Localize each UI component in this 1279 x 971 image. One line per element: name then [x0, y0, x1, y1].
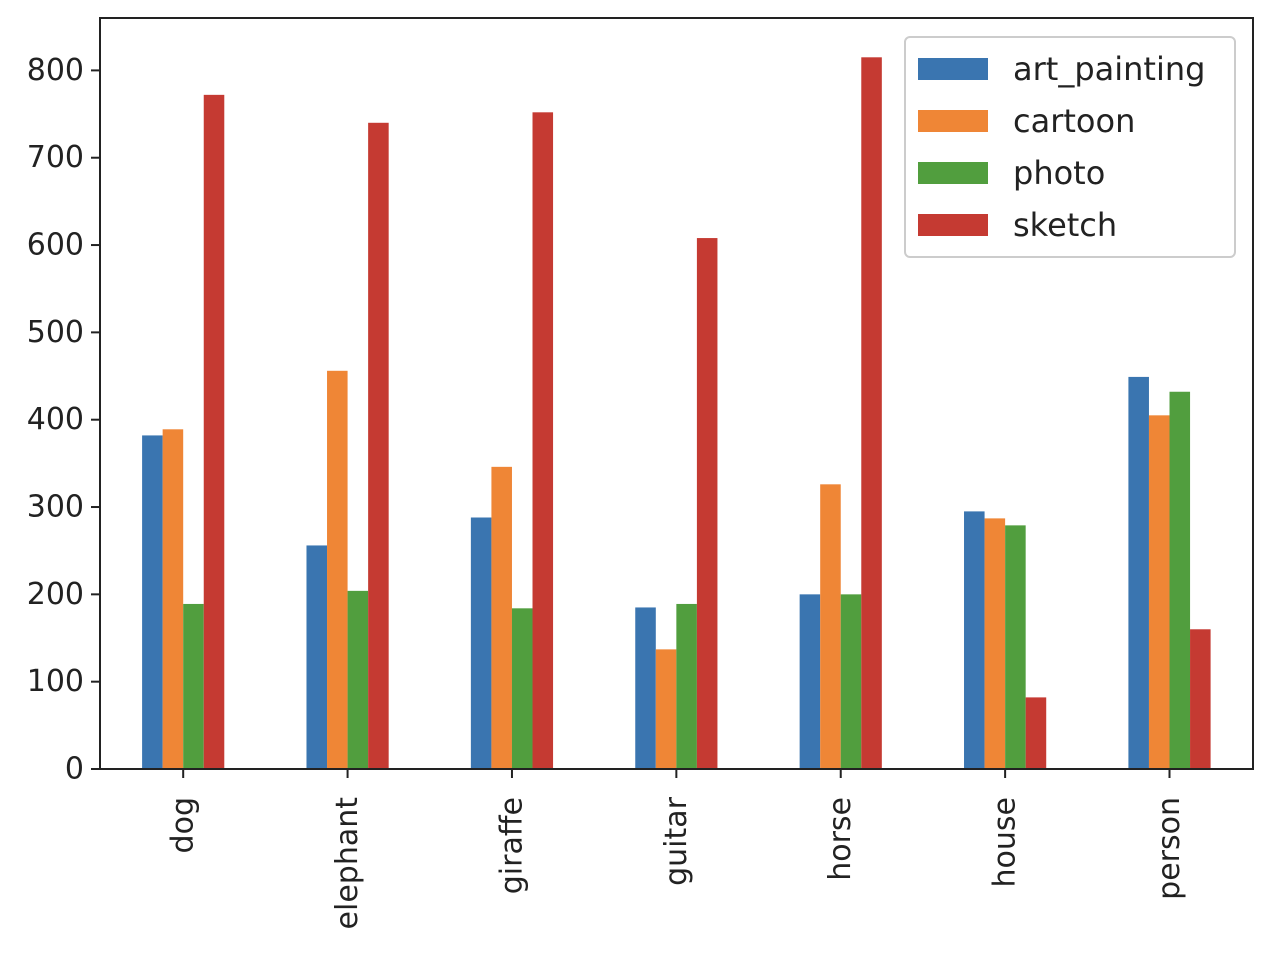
bar-art-painting-horse — [799, 594, 821, 769]
bar-art-painting-elephant — [306, 545, 328, 769]
bar-cartoon-dog — [162, 429, 184, 769]
y-tick-label: 300 — [27, 490, 84, 525]
bar-sketch-person — [1190, 629, 1211, 769]
legend-swatch-art-painting — [918, 58, 988, 80]
y-tick-label: 0 — [65, 752, 84, 787]
bar-photo-person — [1169, 391, 1191, 769]
y-tick-label: 800 — [27, 53, 84, 88]
axes-layer: 0 100 200 300 400 500 600 700 800 dog elephant gira… — [27, 17, 1254, 930]
bar-photo-house — [1005, 525, 1026, 769]
x-tick-label-house: house — [988, 797, 1023, 887]
bar-sketch-horse — [861, 57, 882, 770]
bar-photo-horse — [840, 594, 862, 769]
bar-cartoon-guitar — [655, 649, 677, 769]
legend-swatch-photo — [918, 162, 988, 184]
y-tick-label: 200 — [27, 577, 84, 612]
x-tick-label-horse: horse — [823, 797, 858, 881]
bar-cartoon-elephant — [327, 370, 348, 769]
bar-art-painting-house — [964, 511, 985, 769]
bar-cartoon-person — [1148, 415, 1170, 769]
bar-sketch-dog — [203, 94, 225, 770]
bar-photo-elephant — [347, 590, 369, 769]
bar-sketch-giraffe — [532, 112, 554, 769]
bar-photo-guitar — [676, 603, 697, 769]
bar-sketch-guitar — [696, 238, 718, 769]
y-tick-label: 700 — [27, 140, 84, 175]
bar-sketch-house — [1025, 697, 1047, 769]
y-tick-label: 400 — [27, 402, 84, 437]
bar-photo-dog — [183, 603, 204, 769]
legend-label-sketch: sketch — [1013, 206, 1117, 244]
legend-box — [904, 36, 1236, 258]
y-tick-label: 500 — [27, 315, 84, 350]
x-tick-label-elephant: elephant — [330, 797, 365, 930]
legend-label-photo: photo — [1013, 154, 1105, 192]
bar-cartoon-horse — [820, 484, 841, 769]
x-tick-label-person: person — [1152, 797, 1187, 900]
bar-art-painting-dog — [142, 435, 163, 769]
legend-label-cartoon: cartoon — [1013, 102, 1135, 140]
y-tick-label: 600 — [27, 228, 84, 263]
x-tick-label-giraffe: giraffe — [494, 797, 529, 894]
legend-swatch-sketch — [918, 214, 988, 236]
x-tick-label-guitar: guitar — [659, 796, 694, 886]
bar-photo-giraffe — [511, 608, 533, 769]
y-tick-label: 100 — [27, 664, 84, 699]
bar-sketch-elephant — [368, 122, 389, 770]
bar-cartoon-giraffe — [491, 466, 512, 769]
bar-art-painting-guitar — [635, 607, 656, 769]
bar-cartoon-house — [984, 518, 1006, 769]
legend-label-art-painting: art_painting — [1013, 50, 1205, 88]
legend-swatch-cartoon — [918, 110, 988, 132]
x-tick-label-dog: dog — [166, 797, 201, 853]
bars-layer — [142, 57, 1211, 770]
bar-art-painting-person — [1128, 376, 1149, 769]
bar-art-painting-giraffe — [470, 517, 492, 769]
